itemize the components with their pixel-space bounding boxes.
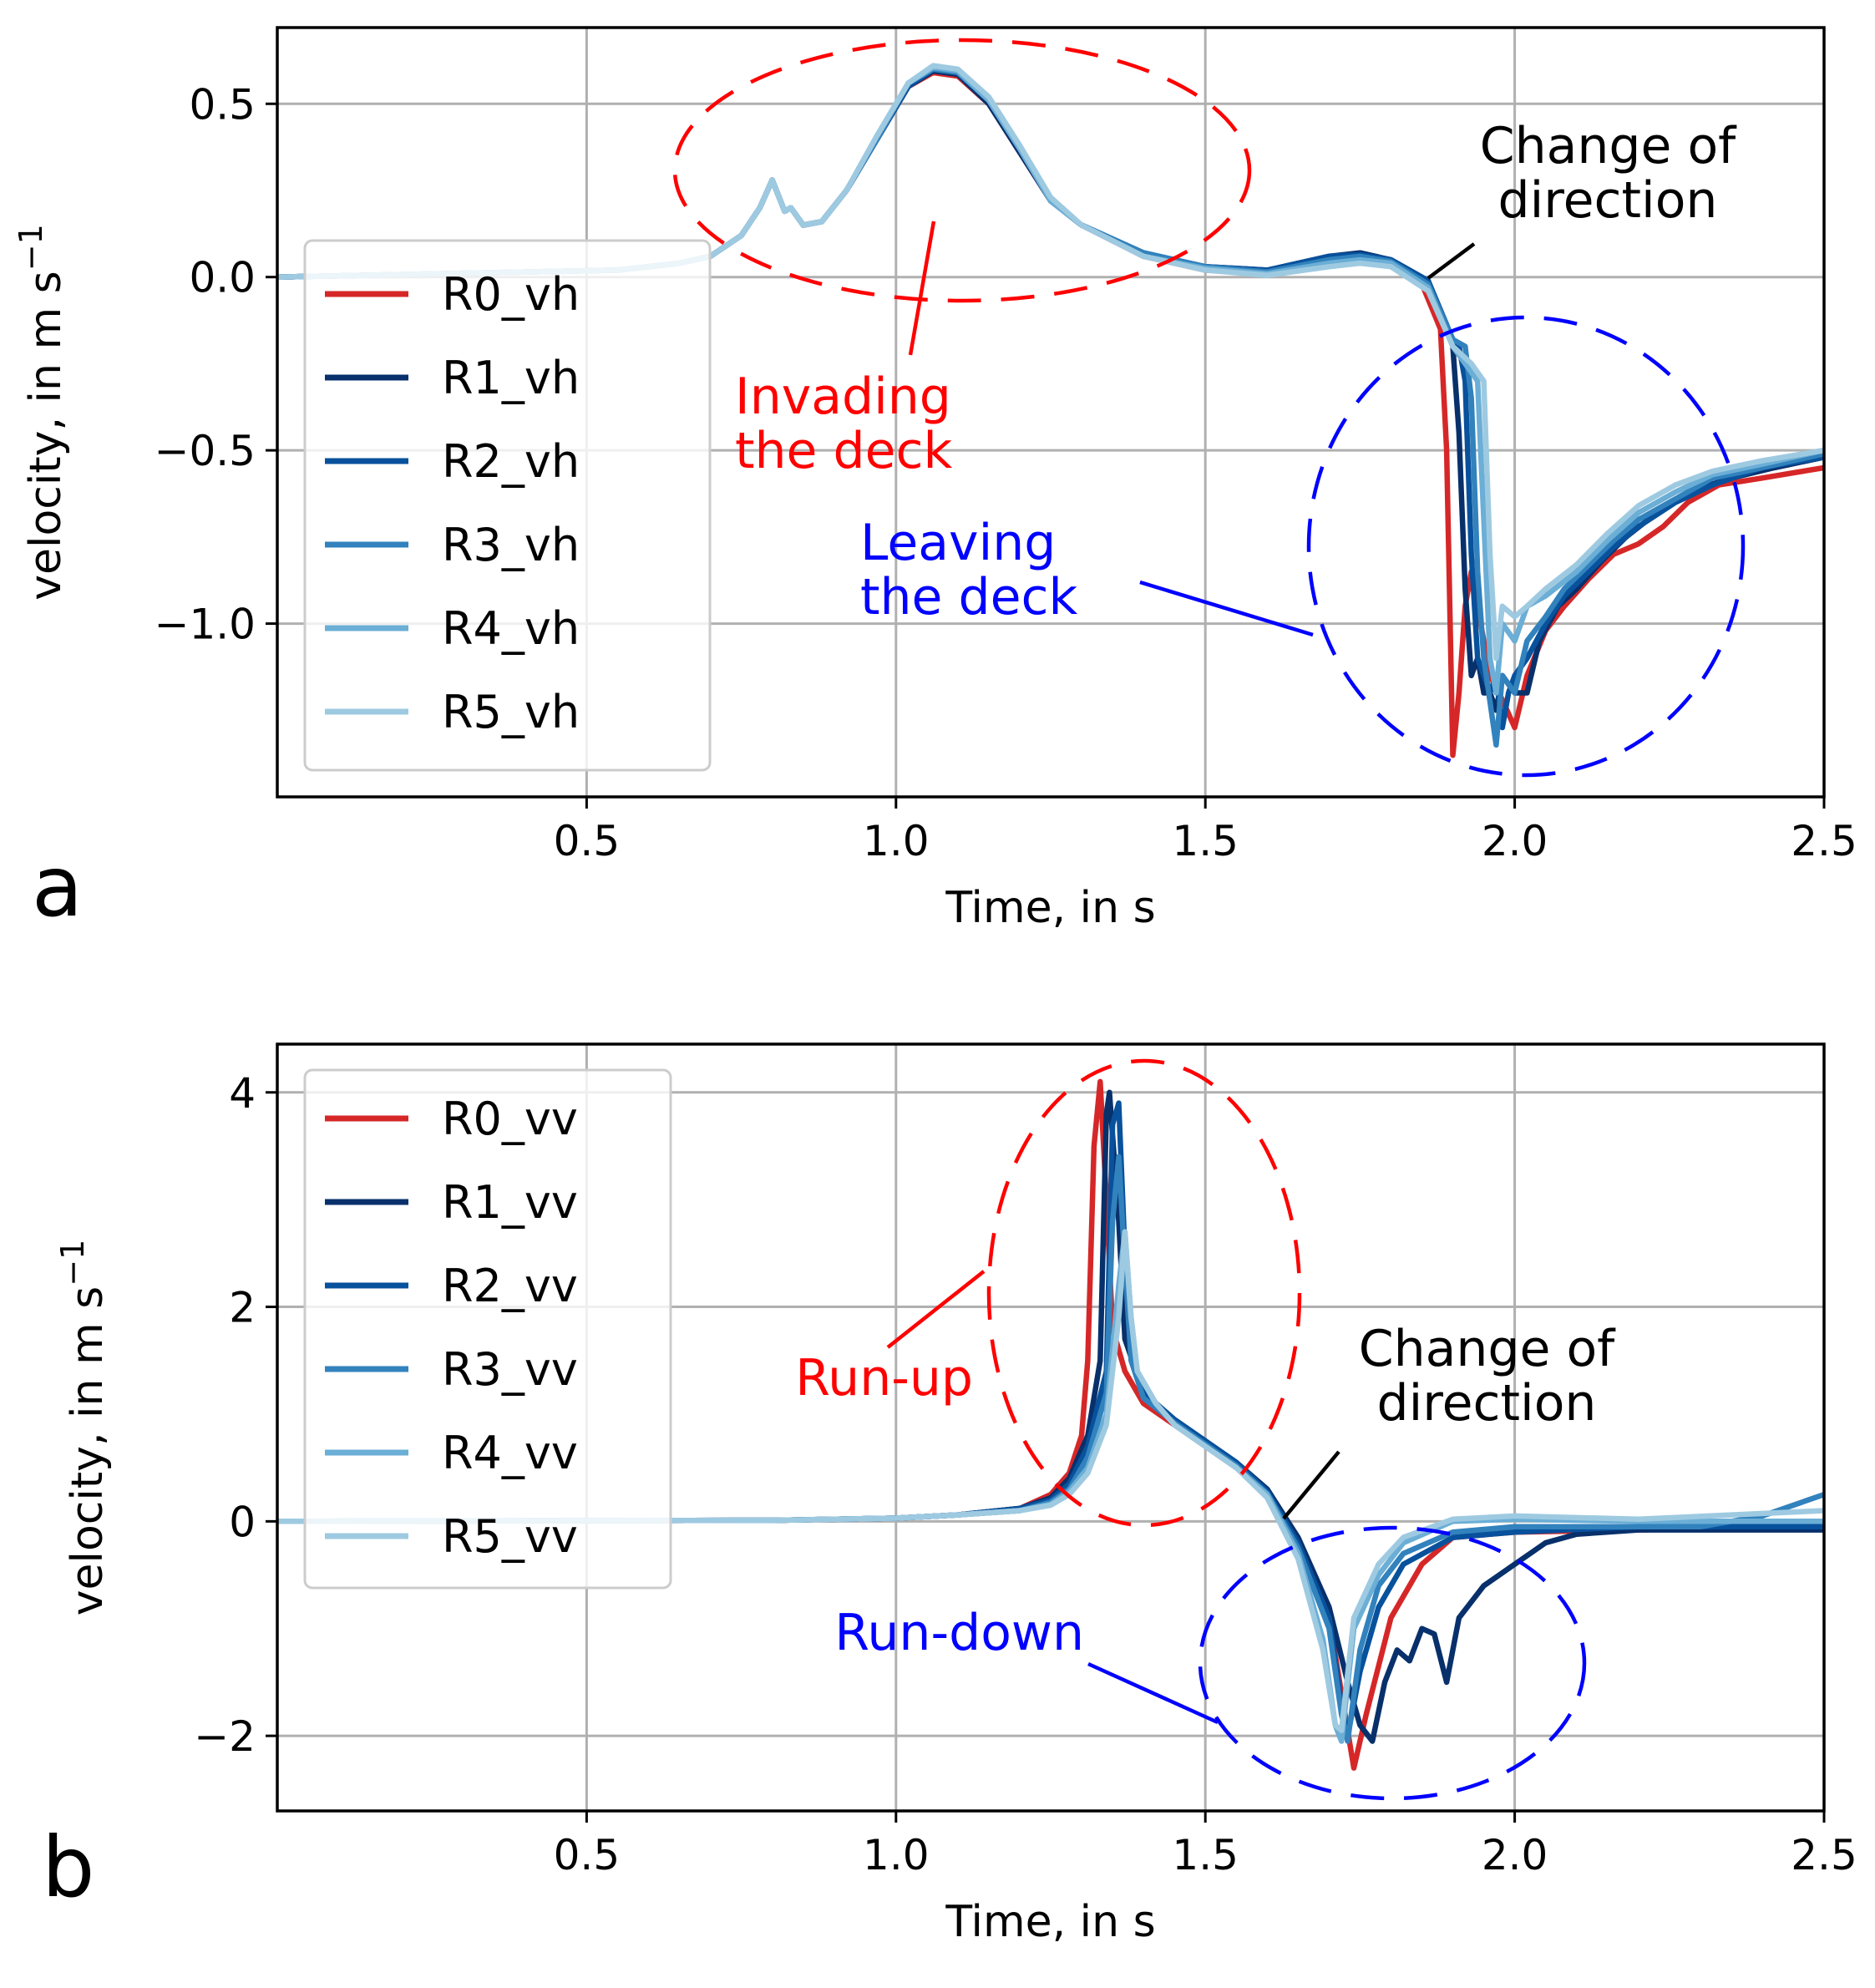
series-line-R5_vv	[277, 1229, 1824, 1733]
annotation-line: direction	[1377, 1374, 1597, 1433]
x-tick-label: 0.5	[554, 1831, 621, 1879]
x-tick-label: 1.5	[1172, 817, 1239, 865]
annotation-text-1: Invading the deck	[735, 368, 953, 480]
annotation-line: Invading	[735, 368, 951, 426]
y-tick-label: −2	[194, 1712, 256, 1761]
annotation-leader-1	[908, 221, 936, 356]
annotation-ellipse-2	[1306, 315, 1746, 778]
annotation-line: Run-down	[834, 1604, 1084, 1662]
annotation-line: Leaving	[860, 514, 1056, 572]
legend-label-R4_vv: R4_vv	[442, 1427, 578, 1479]
legend-label-R2_vh: R2_vh	[442, 435, 580, 488]
x-axis-label: Time, in s	[945, 883, 1155, 933]
annotation-leader-1	[886, 1270, 986, 1349]
legend-label-R5_vh: R5_vh	[442, 686, 580, 738]
x-tick-label: 1.5	[1172, 1831, 1239, 1879]
y-tick-label: 0	[229, 1498, 256, 1546]
x-tick-label: 2.0	[1482, 1831, 1548, 1879]
legend-label-R1_vh: R1_vh	[442, 352, 580, 404]
x-tick-label: 1.0	[863, 1831, 930, 1879]
annotation-line: Change of	[1480, 117, 1737, 175]
series-group	[277, 63, 1824, 758]
annotation-leader-2	[1139, 580, 1314, 637]
annotation-leader-3	[1282, 1450, 1340, 1520]
y-tick-label: 4	[229, 1069, 256, 1118]
panel-label: b	[42, 1818, 94, 1916]
y-tick-label: −1.0	[155, 601, 256, 649]
legend-frame	[303, 239, 712, 772]
y-axis-label-text: velocity, in m s	[63, 1286, 113, 1616]
series-line-R5_vh	[277, 63, 1824, 662]
legend-label-R2_vv: R2_vv	[442, 1260, 578, 1312]
x-tick-label: 2.5	[1791, 817, 1857, 865]
annotation-line: direction	[1498, 171, 1718, 230]
legend-label-R3_vv: R3_vv	[442, 1343, 578, 1396]
x-tick-label: 0.5	[554, 817, 621, 865]
annotation-leader-3	[1427, 242, 1476, 280]
panel-label: a	[32, 838, 83, 936]
x-tick-label: 1.0	[863, 817, 930, 865]
y-axis-label: velocity, in m s−1	[54, 1240, 113, 1616]
legend-label-R0_vh: R0_vh	[442, 268, 580, 321]
annotation-line: Change of	[1359, 1320, 1616, 1378]
axes-frame	[276, 26, 1826, 799]
y-tick-label: −0.5	[155, 427, 256, 475]
axes-frame	[276, 1042, 1826, 1813]
annotation-ellipse-2	[1198, 1525, 1587, 1801]
x-tick-label: 2.0	[1482, 817, 1548, 865]
annotation-text-1: Run-up	[795, 1349, 973, 1407]
annotation-ellipse-1	[986, 1058, 1302, 1528]
annotation-text-3: Change of direction	[1359, 1320, 1616, 1433]
x-tick-label: 2.5	[1791, 1831, 1857, 1879]
x-axis-label: Time, in s	[945, 1897, 1155, 1947]
annotation-text-2: Run-down	[834, 1604, 1084, 1662]
legend-label-R3_vh: R3_vh	[442, 519, 580, 571]
annotation-text-3: Change of direction	[1480, 117, 1737, 230]
legend-label-R5_vv: R5_vv	[442, 1510, 578, 1563]
legend: R0_vh R1_vh R2_vh R3_vh R4_vh R5_vh	[303, 239, 712, 772]
y-axis-label-superscript: −1	[54, 1240, 91, 1286]
annotation-line: the deck	[735, 422, 953, 480]
legend-label-R1_vv: R1_vv	[442, 1176, 578, 1229]
annotation-text-2: Leaving the deck	[860, 514, 1078, 626]
series-group	[277, 1078, 1824, 1771]
y-tick-label: 0.5	[189, 80, 256, 129]
legend-label-R4_vh: R4_vh	[442, 602, 580, 655]
y-axis-label-superscript: −1	[13, 224, 49, 271]
y-axis-label: velocity, in m s−1	[13, 224, 71, 601]
legend: R0_vv R1_vv R2_vv R3_vv R4_vv R5_vv	[303, 1068, 672, 1590]
annotation-line: Run-up	[795, 1349, 973, 1407]
legend-label-R0_vv: R0_vv	[442, 1093, 578, 1145]
panel-b-velocity-vertical: Run-up Run-down Change of direction R0_vv R1_…	[42, 1042, 1857, 1947]
y-tick-label: 0.0	[189, 254, 256, 302]
annotation-ellipse-1	[672, 38, 1252, 303]
y-tick-label: 2	[229, 1284, 256, 1332]
annotation-leader-2	[1087, 1661, 1219, 1725]
y-axis-label-text: velocity, in m s	[21, 271, 71, 601]
annotation-line: the deck	[860, 568, 1078, 626]
